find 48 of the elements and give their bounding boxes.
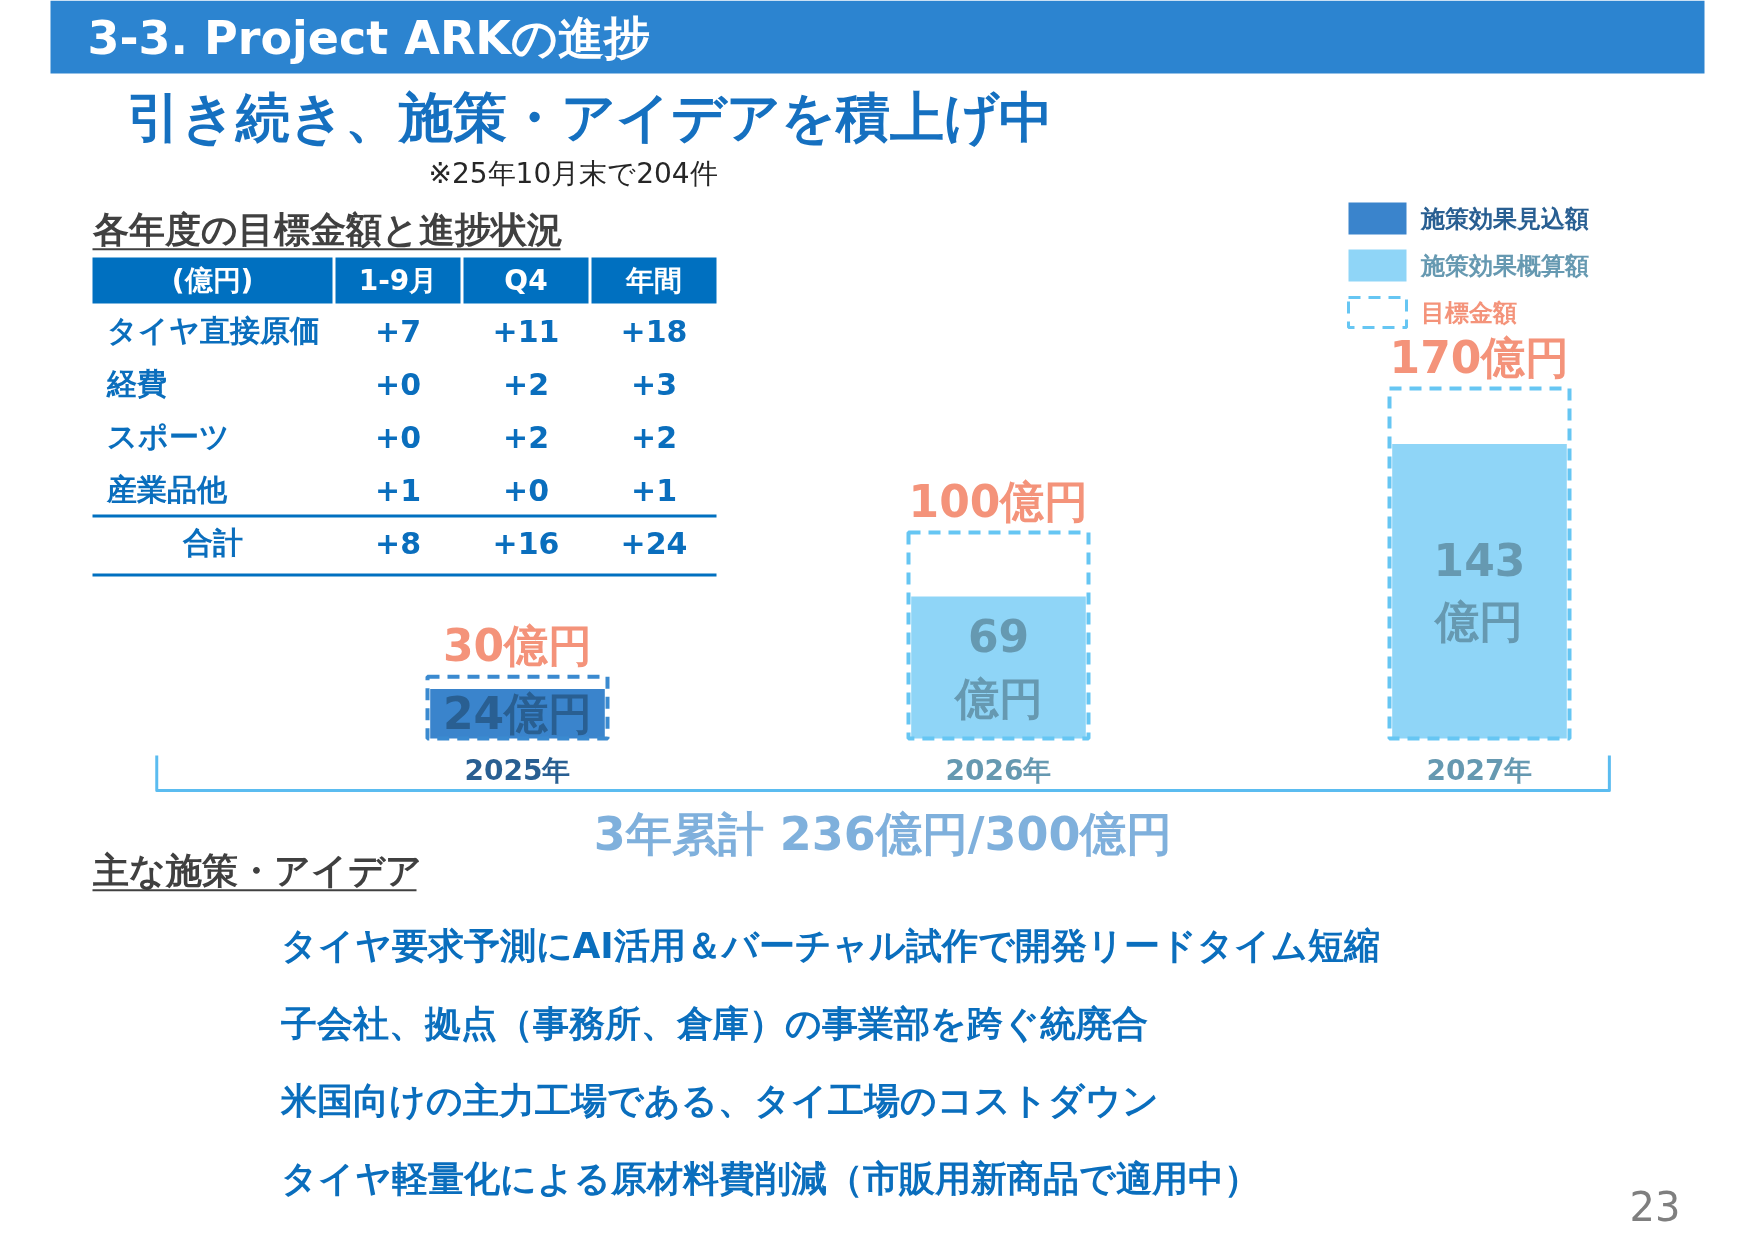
text: 引き続き、施策・アイデアを積上げ中 <box>126 86 1053 149</box>
text: 主な施策・アイデア <box>92 850 422 891</box>
data-label: 30億円 <box>442 619 593 671</box>
text: +24 <box>620 525 688 561</box>
category-label: スポーツ <box>106 419 230 454</box>
x-tick-label: 2027年 <box>1426 754 1533 787</box>
text: +1 <box>630 472 678 508</box>
text: +8 <box>374 525 422 561</box>
x-tick-label: 2025年 <box>464 754 571 787</box>
text: +18 <box>620 313 688 349</box>
x-tick-label: 2026年 <box>945 754 1052 787</box>
text: 3-3. Project ARKの進捗 <box>87 10 651 65</box>
text: +0 <box>374 419 422 455</box>
category-label: 産業品他 <box>106 472 227 507</box>
text: 子会社、拠点（事務所、倉庫）の事業部を跨ぐ統廃合 <box>280 1002 1148 1044</box>
text: +0 <box>374 366 422 402</box>
legend-label: 目標金額 <box>1420 298 1517 327</box>
data-label: 170億円 <box>1389 331 1570 383</box>
text: +1 <box>374 472 422 508</box>
text: 3年累計 236億円/300億円 <box>593 806 1173 861</box>
data-label: 100億円 <box>908 475 1089 527</box>
text: +16 <box>492 525 560 561</box>
text: 23 <box>1629 1183 1681 1230</box>
text: +3 <box>630 366 678 402</box>
text: タイヤ要求予測にAI活用＆バーチャル試作で開発リードタイム短縮 <box>280 925 1380 966</box>
text: +11 <box>492 313 560 349</box>
data-label: 69 億円 <box>952 611 1043 724</box>
text: +7 <box>374 313 422 349</box>
legend-label: 施策効果概算額 <box>1419 251 1589 280</box>
text: (億円) <box>171 264 254 297</box>
text: ※25年10月末で204件 <box>428 157 718 190</box>
data-label: 24億円 <box>442 688 593 740</box>
text: +2 <box>502 366 550 402</box>
text: +2 <box>502 419 550 455</box>
category-label: 1-9月 <box>358 264 438 297</box>
category-label: Q4 <box>504 264 548 297</box>
text: タイヤ軽量化による原材料費削減（市販用新商品で適用中） <box>280 1157 1260 1199</box>
text: +0 <box>502 472 550 508</box>
bar <box>1392 444 1567 739</box>
data-label: 143 億円 <box>1433 535 1526 648</box>
category-label: タイヤ直接原価 <box>106 313 320 348</box>
category-label: 経費 <box>106 366 167 401</box>
text: 各年度の目標金額と進捗状況 <box>91 209 563 250</box>
category-label: 年間 <box>625 264 682 297</box>
category-label: 合計 <box>182 525 243 560</box>
text: +2 <box>630 419 678 455</box>
legend-label: 施策効果見込額 <box>1419 204 1589 233</box>
text: 米国向けの主力工場である、タイ工場のコストダウン <box>279 1080 1159 1121</box>
